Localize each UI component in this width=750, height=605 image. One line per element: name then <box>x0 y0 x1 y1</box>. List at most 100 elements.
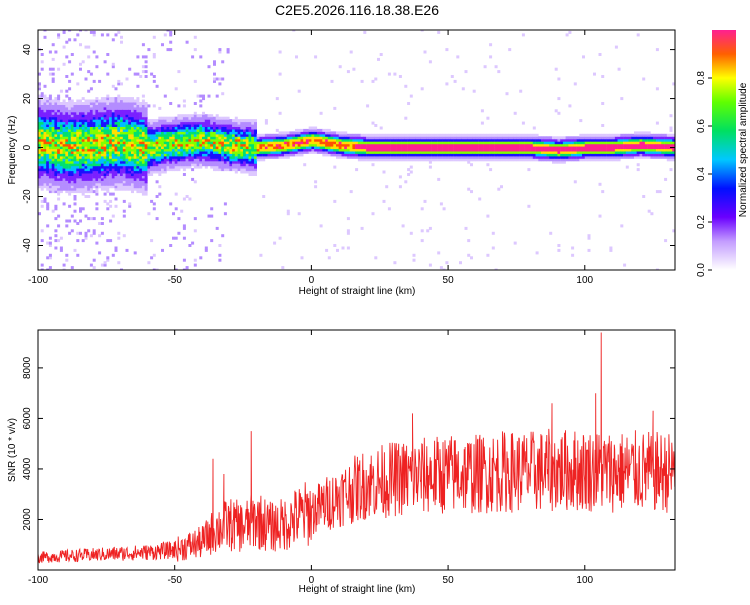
spectrogram-cell <box>437 153 441 157</box>
spectrogram-cell <box>182 226 186 230</box>
spectrogram-cell <box>489 55 493 59</box>
spectrogram-cell <box>453 155 457 159</box>
spectrogram-cell <box>150 141 154 145</box>
spectrogram-cell <box>68 38 72 42</box>
spectrogram-cell <box>579 143 583 147</box>
spectrogram-cell <box>297 143 301 147</box>
spectrogram-cell <box>311 128 315 132</box>
spectrogram-cell <box>106 143 110 147</box>
spectrogram-cell <box>65 182 69 186</box>
spectrogram-cell <box>103 199 107 203</box>
spectrogram-cell <box>210 239 214 243</box>
spectrogram-cell <box>582 143 585 147</box>
spectrogram-cell <box>664 239 668 243</box>
spectrogram-cell <box>262 138 266 142</box>
spectrogram-cell <box>166 146 170 150</box>
spectrogram-cell <box>450 143 454 147</box>
spectrogram-cell <box>98 173 102 176</box>
spectrogram-cell <box>363 150 367 154</box>
spectrogram-cell <box>38 102 41 105</box>
spectrogram-y-label: Frequency (Hz) <box>7 116 18 185</box>
spectrogram-cell <box>264 136 268 140</box>
spectrogram-cell <box>103 116 107 120</box>
spectrogram-cell <box>65 219 69 223</box>
spectrogram-cell <box>664 141 668 145</box>
spectrogram-cell <box>218 168 222 172</box>
spectrogram-cell <box>147 261 151 265</box>
spectrogram-cell <box>450 158 454 162</box>
spectrogram-cell <box>172 160 175 164</box>
spectrogram-cell <box>114 182 118 186</box>
spectrogram-cell <box>87 165 91 169</box>
spectrogram-cell <box>95 148 99 152</box>
spectrogram-cell <box>450 155 454 159</box>
spectrogram-cell <box>625 155 629 159</box>
spectrogram-cell <box>62 99 66 103</box>
spectrogram-cell <box>281 136 285 140</box>
spectrogram-cell <box>133 163 137 167</box>
spectrogram-cell <box>407 173 411 176</box>
spectrogram-cell <box>51 138 55 142</box>
spectrogram-cell <box>68 104 72 108</box>
spectrogram-cell <box>431 143 435 147</box>
spectrogram-cell <box>51 131 55 135</box>
spectrogram-cell <box>552 136 555 140</box>
spectrogram-cell <box>478 150 482 154</box>
spectrogram-cell <box>623 143 627 147</box>
spectrogram-cell <box>114 197 118 201</box>
spectrogram-cell <box>79 148 82 152</box>
spectrogram-cell <box>84 121 88 125</box>
spectrogram-cell <box>68 187 72 191</box>
spectrogram-cell <box>196 128 200 132</box>
spectrogram-cell <box>48 111 52 115</box>
spectrogram-cell <box>322 138 326 142</box>
spectrogram-cell <box>428 148 432 152</box>
spectrogram-cell <box>117 126 121 130</box>
spectrogram-cell <box>664 177 668 181</box>
spectrogram-cell <box>642 195 646 198</box>
spectrogram-cell <box>418 143 421 147</box>
spectrogram-cell <box>284 155 288 159</box>
spectrogram-cell <box>73 148 77 152</box>
spectrogram-cell <box>57 109 61 113</box>
spectrogram-cell <box>270 146 274 150</box>
spectrogram-cell <box>521 33 525 37</box>
spectrogram-cell <box>213 163 216 167</box>
spectrogram-cell <box>158 121 162 125</box>
spectrogram-cell <box>59 141 63 145</box>
spectrogram-cell <box>489 146 493 150</box>
spectrogram-cell <box>100 124 104 127</box>
spectrogram-cell <box>316 138 320 142</box>
spectrogram-cell <box>57 153 61 157</box>
snr-y-tick-label: 8000 <box>22 356 33 379</box>
spectrogram-cell <box>117 150 121 154</box>
spectrogram-cell <box>70 116 74 120</box>
spectrogram-cell <box>188 124 192 127</box>
spectrogram-cell <box>248 170 252 174</box>
spectrogram-cell <box>40 173 44 176</box>
spectrogram-cell <box>281 148 285 152</box>
spectrogram-cell <box>46 133 50 137</box>
spectrogram-cell <box>532 143 536 147</box>
spectrogram-cell <box>530 146 534 150</box>
spectrogram-cell <box>180 150 184 154</box>
spectrogram-cell <box>98 131 102 135</box>
spectrogram-cell <box>128 163 132 167</box>
spectrogram-cell <box>57 106 61 110</box>
spectrogram-cell <box>229 168 233 172</box>
spectrogram-cell <box>319 138 323 142</box>
spectrogram-cell <box>634 153 637 157</box>
spectrogram-cell <box>89 72 93 76</box>
spectrogram-cell <box>38 128 41 132</box>
spectrogram-cell <box>661 146 665 150</box>
spectrogram-cell <box>226 163 230 167</box>
spectrogram-cell <box>46 177 50 181</box>
spectrogram-cell <box>193 229 197 233</box>
spectrogram-cell <box>68 143 72 147</box>
spectrogram-cell <box>65 128 69 132</box>
spectrogram-cell <box>292 148 296 152</box>
spectrogram-cell <box>286 141 290 145</box>
spectrogram-cell <box>106 207 110 211</box>
spectrogram-cell <box>587 158 591 162</box>
spectrogram-cell <box>38 138 41 142</box>
